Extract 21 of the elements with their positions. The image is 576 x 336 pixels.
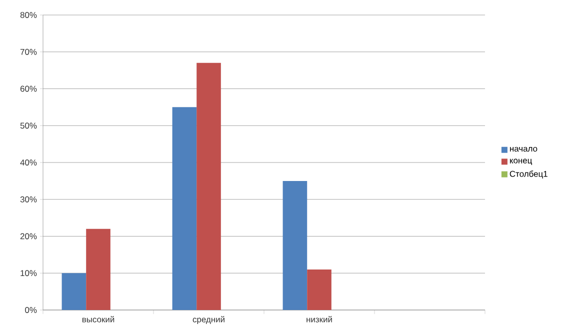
x-tick-label: высокий <box>82 316 114 322</box>
y-tick-label: 50% <box>20 122 37 129</box>
bar <box>172 107 197 310</box>
bar <box>86 228 110 310</box>
legend-label: конец <box>510 158 532 165</box>
y-tick-label: 80% <box>20 12 37 18</box>
y-tick-label: 30% <box>20 196 37 202</box>
y-tick-label: 60% <box>20 86 37 92</box>
bar <box>307 269 332 310</box>
bar <box>62 273 86 310</box>
y-tick-label: 40% <box>20 160 37 166</box>
bar <box>196 62 221 310</box>
y-tick-label: 0% <box>25 307 37 313</box>
legend-label: Столбец1 <box>510 170 548 178</box>
legend-label: начало <box>510 146 538 152</box>
y-tick-label: 20% <box>20 233 37 240</box>
y-tick-label: 70% <box>20 48 37 55</box>
y-tick-label: 10% <box>20 270 37 276</box>
x-tick-label: средний <box>192 316 224 324</box>
x-tick-label: низкий <box>306 316 332 322</box>
bar <box>282 180 308 310</box>
